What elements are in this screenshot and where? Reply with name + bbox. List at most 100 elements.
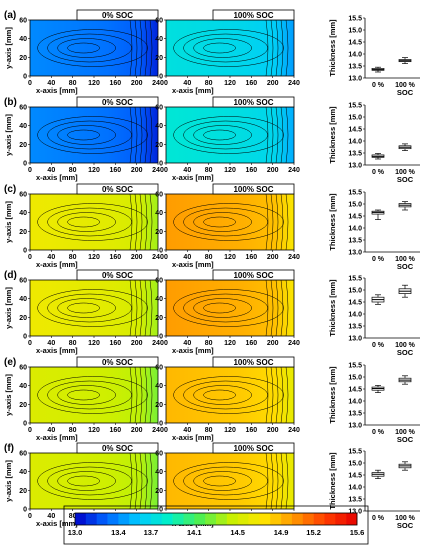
contour-line bbox=[129, 366, 133, 424]
contour-line bbox=[144, 452, 148, 510]
y-axis-label: y-axis [mm] bbox=[4, 114, 13, 156]
x-tick-label: 120 bbox=[224, 254, 236, 261]
box-y-tick-label: 13.0 bbox=[348, 76, 362, 83]
map-title-box bbox=[212, 183, 295, 195]
x-axis-label: x-axis [mm] bbox=[172, 260, 214, 269]
colorbar-tick-label: 13.4 bbox=[111, 528, 126, 537]
contour-line bbox=[270, 19, 274, 77]
contour-line bbox=[144, 19, 148, 77]
map-title: 0% SOC bbox=[102, 358, 133, 367]
x-axis-label: x-axis [mm] bbox=[36, 173, 78, 182]
colorbar-cell bbox=[205, 513, 217, 525]
x-tick-label: 0 bbox=[28, 427, 32, 434]
y-tick-label: 60 bbox=[19, 278, 27, 285]
colorbar-tick-label: 14.9 bbox=[274, 528, 289, 537]
x-tick-label: 80 bbox=[69, 254, 77, 261]
y-tick-label: 20 bbox=[155, 402, 163, 409]
contour-line bbox=[285, 193, 289, 251]
y-tick-label: 0 bbox=[23, 334, 27, 341]
map-title-box bbox=[212, 9, 295, 21]
x-axis-label: x-axis [mm] bbox=[172, 173, 214, 182]
x-tick-label: 0 bbox=[164, 340, 168, 347]
x-tick-label: 240 bbox=[152, 254, 164, 261]
contour-line bbox=[280, 19, 284, 77]
panel-label: (f) bbox=[4, 443, 14, 454]
box-y-tick-label: 14.0 bbox=[348, 139, 362, 146]
box-category-label: 0 % bbox=[372, 342, 385, 349]
x-tick-label: 160 bbox=[245, 340, 257, 347]
x-tick-label: 200 bbox=[131, 80, 143, 87]
contour-line bbox=[134, 19, 138, 77]
contour-line bbox=[203, 216, 236, 228]
contour-line bbox=[47, 207, 132, 237]
box-x-axis-label: SOC bbox=[397, 88, 414, 97]
x-tick-label: 120 bbox=[224, 340, 236, 347]
map-title-box bbox=[76, 356, 159, 368]
box-y-tick-label: 14.0 bbox=[348, 226, 362, 233]
box-y-tick-label: 13.5 bbox=[348, 497, 362, 504]
contour-line bbox=[285, 452, 289, 510]
map-title: 100% SOC bbox=[233, 98, 273, 107]
contour-line bbox=[139, 366, 143, 424]
contour-line bbox=[47, 293, 132, 323]
contour-line bbox=[280, 279, 284, 337]
box-category-label: 100 % bbox=[395, 169, 416, 176]
x-tick-label: 160 bbox=[109, 167, 121, 174]
box-y-axis-label: Thickness [mm] bbox=[328, 106, 337, 164]
y-tick-label: 20 bbox=[19, 402, 27, 409]
x-tick-label: 160 bbox=[109, 340, 121, 347]
contour-line bbox=[193, 385, 252, 405]
y-tick-label: 40 bbox=[19, 36, 27, 43]
x-tick-label: 120 bbox=[88, 340, 100, 347]
map-title: 100% SOC bbox=[233, 185, 273, 194]
x-tick-label: 120 bbox=[224, 167, 236, 174]
box-y-axis-label: Thickness [mm] bbox=[328, 279, 337, 337]
y-tick-label: 60 bbox=[155, 278, 163, 285]
contour-line bbox=[144, 106, 148, 164]
colorbar-cell bbox=[237, 513, 249, 525]
x-tick-label: 160 bbox=[245, 254, 257, 261]
map-title: 0% SOC bbox=[102, 185, 133, 194]
thickness-boxplot: 13.0 13.5 14.0 14.5 15.0 15.5 Thickness [mm] 0 … bbox=[328, 16, 420, 97]
y-tick-label: 60 bbox=[155, 18, 163, 25]
contour-line bbox=[183, 33, 268, 63]
x-tick-label: 200 bbox=[267, 427, 279, 434]
x-tick-label: 200 bbox=[267, 167, 279, 174]
y-tick-label: 0 bbox=[23, 507, 27, 514]
heatmap-field bbox=[29, 279, 159, 337]
y-tick-label: 0 bbox=[159, 334, 163, 341]
x-axis-label: x-axis [mm] bbox=[172, 346, 214, 355]
contour-line bbox=[285, 106, 289, 164]
x-tick-label: 160 bbox=[109, 80, 121, 87]
colorbar-frame bbox=[74, 512, 358, 526]
y-tick-label: 20 bbox=[19, 488, 27, 495]
y-axis-label: y-axis [mm] bbox=[4, 287, 13, 329]
panel-label: (a) bbox=[4, 10, 16, 21]
x-tick-label: 120 bbox=[224, 427, 236, 434]
contour-line bbox=[265, 193, 269, 251]
x-tick-label: 0 bbox=[164, 254, 168, 261]
x-tick-label: 80 bbox=[69, 427, 77, 434]
contour-line bbox=[183, 207, 268, 237]
box-y-tick-label: 13.0 bbox=[348, 163, 362, 170]
colorbar-cell bbox=[216, 513, 228, 525]
y-tick-label: 60 bbox=[19, 451, 27, 458]
contour-line bbox=[67, 42, 100, 54]
box-category-label: 100 % bbox=[395, 256, 416, 263]
box-y-tick-label: 14.5 bbox=[348, 127, 362, 134]
contour-line bbox=[173, 116, 284, 154]
box-category-label: 100 % bbox=[395, 515, 416, 522]
y-tick-label: 60 bbox=[19, 105, 27, 112]
y-tick-label: 40 bbox=[19, 123, 27, 130]
x-tick-label: 80 bbox=[205, 167, 213, 174]
box-y-tick-label: 13.0 bbox=[348, 423, 362, 430]
y-axis-label: y-axis [mm] bbox=[4, 27, 13, 69]
colorbar-tick-label: 13.0 bbox=[68, 528, 83, 537]
contour-line bbox=[203, 389, 236, 401]
colorbar-cell bbox=[259, 513, 271, 525]
heatmap-field bbox=[29, 452, 159, 510]
